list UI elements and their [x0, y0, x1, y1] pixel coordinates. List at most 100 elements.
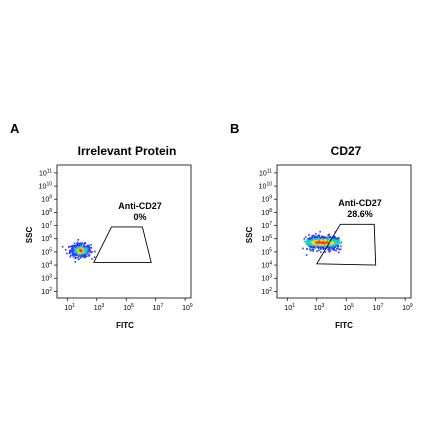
- event-point: [321, 239, 323, 242]
- event-point: [330, 245, 333, 247]
- event-point: [82, 248, 84, 250]
- event-point: [79, 242, 82, 244]
- event-point: [310, 238, 312, 240]
- event-point: [311, 245, 313, 247]
- y-tick-label: 104: [41, 261, 52, 270]
- event-point: [313, 239, 316, 242]
- y-tick-label: 108: [41, 208, 52, 217]
- event-point: [310, 245, 312, 248]
- event-point: [80, 247, 82, 249]
- event-point: [302, 247, 304, 250]
- event-point: [71, 251, 74, 254]
- event-point: [309, 238, 312, 241]
- event-point: [312, 240, 315, 242]
- x-tick-label: 105: [343, 303, 354, 312]
- y-tick-label: 102: [41, 287, 52, 296]
- event-point: [77, 242, 80, 245]
- event-point: [90, 244, 92, 246]
- event-point: [340, 245, 342, 248]
- event-point: [84, 250, 86, 253]
- event-point: [79, 249, 81, 251]
- event-point: [316, 246, 319, 248]
- event-point: [318, 243, 321, 245]
- event-point: [338, 239, 341, 242]
- y-tick-label: 107: [41, 221, 52, 230]
- event-point: [81, 252, 83, 254]
- event-point: [76, 246, 78, 248]
- event-point: [312, 238, 314, 241]
- event-point: [87, 247, 90, 249]
- y-tick-label: 103: [41, 274, 52, 283]
- event-point: [332, 241, 334, 244]
- panel-a: A Irrelevant Protein 101 103 105 107 1091021…: [10, 121, 193, 330]
- y-tick-label: 109: [261, 195, 272, 204]
- event-point: [332, 238, 334, 240]
- event-point: [91, 251, 93, 253]
- event-point: [305, 243, 308, 245]
- event-point: [305, 254, 308, 256]
- event-point: [309, 249, 312, 252]
- event-point: [312, 250, 314, 252]
- event-point: [321, 235, 324, 238]
- event-point: [69, 254, 72, 257]
- event-point: [315, 232, 317, 235]
- y-tick-label: 103: [261, 274, 272, 283]
- event-point: [79, 245, 82, 248]
- event-point: [333, 238, 336, 240]
- panel-b-title: CD27: [331, 144, 362, 158]
- panel-a-x-axis-label: FITC: [116, 321, 134, 330]
- event-point: [77, 253, 80, 256]
- event-point: [327, 239, 329, 241]
- event-point: [334, 239, 337, 242]
- event-point: [317, 247, 320, 249]
- event-point: [332, 236, 334, 239]
- event-point: [82, 254, 84, 256]
- event-point: [76, 241, 79, 244]
- event-point: [324, 243, 327, 246]
- event-point: [83, 255, 85, 258]
- event-point: [72, 255, 75, 258]
- event-point: [312, 248, 315, 251]
- event-point: [74, 248, 77, 250]
- event-point: [333, 242, 335, 245]
- event-point: [321, 247, 324, 249]
- event-point: [75, 248, 78, 251]
- event-point: [311, 236, 314, 239]
- x-tick-label: 101: [64, 303, 75, 312]
- event-point: [318, 249, 320, 252]
- event-point: [317, 244, 319, 247]
- panel-a-plot: 101 103 105 107 109 102 103 104 105 106 107 108 109 1…: [39, 164, 193, 312]
- gate-polygon[interactable]: [93, 226, 152, 263]
- event-point: [86, 250, 89, 253]
- event-point: [79, 250, 82, 253]
- event-point: [332, 246, 334, 248]
- event-point: [82, 243, 85, 245]
- event-point: [84, 255, 87, 257]
- event-point: [309, 237, 311, 239]
- event-point: [322, 246, 325, 249]
- x-tick-label: 103: [314, 303, 325, 312]
- event-point: [333, 247, 335, 250]
- event-point: [69, 245, 71, 248]
- gate-polygon[interactable]: [316, 223, 377, 266]
- event-point: [75, 251, 78, 253]
- event-point: [76, 251, 78, 254]
- event-point: [74, 250, 76, 252]
- x-tick-label: 109: [182, 303, 193, 312]
- x-tick-label: 109: [402, 303, 413, 312]
- event-point: [90, 247, 93, 249]
- event-point: [336, 244, 339, 247]
- event-point: [323, 242, 325, 245]
- event-point: [327, 248, 329, 251]
- event-point: [335, 237, 337, 240]
- event-point: [69, 252, 71, 254]
- event-point: [337, 251, 340, 254]
- event-point: [66, 252, 68, 255]
- event-point: [61, 245, 64, 248]
- event-point: [340, 242, 343, 244]
- event-point: [327, 234, 330, 236]
- event-point: [332, 244, 335, 246]
- y-tick-label: 106: [261, 234, 272, 243]
- event-point: [85, 255, 88, 258]
- y-tick-label: 108: [261, 208, 272, 217]
